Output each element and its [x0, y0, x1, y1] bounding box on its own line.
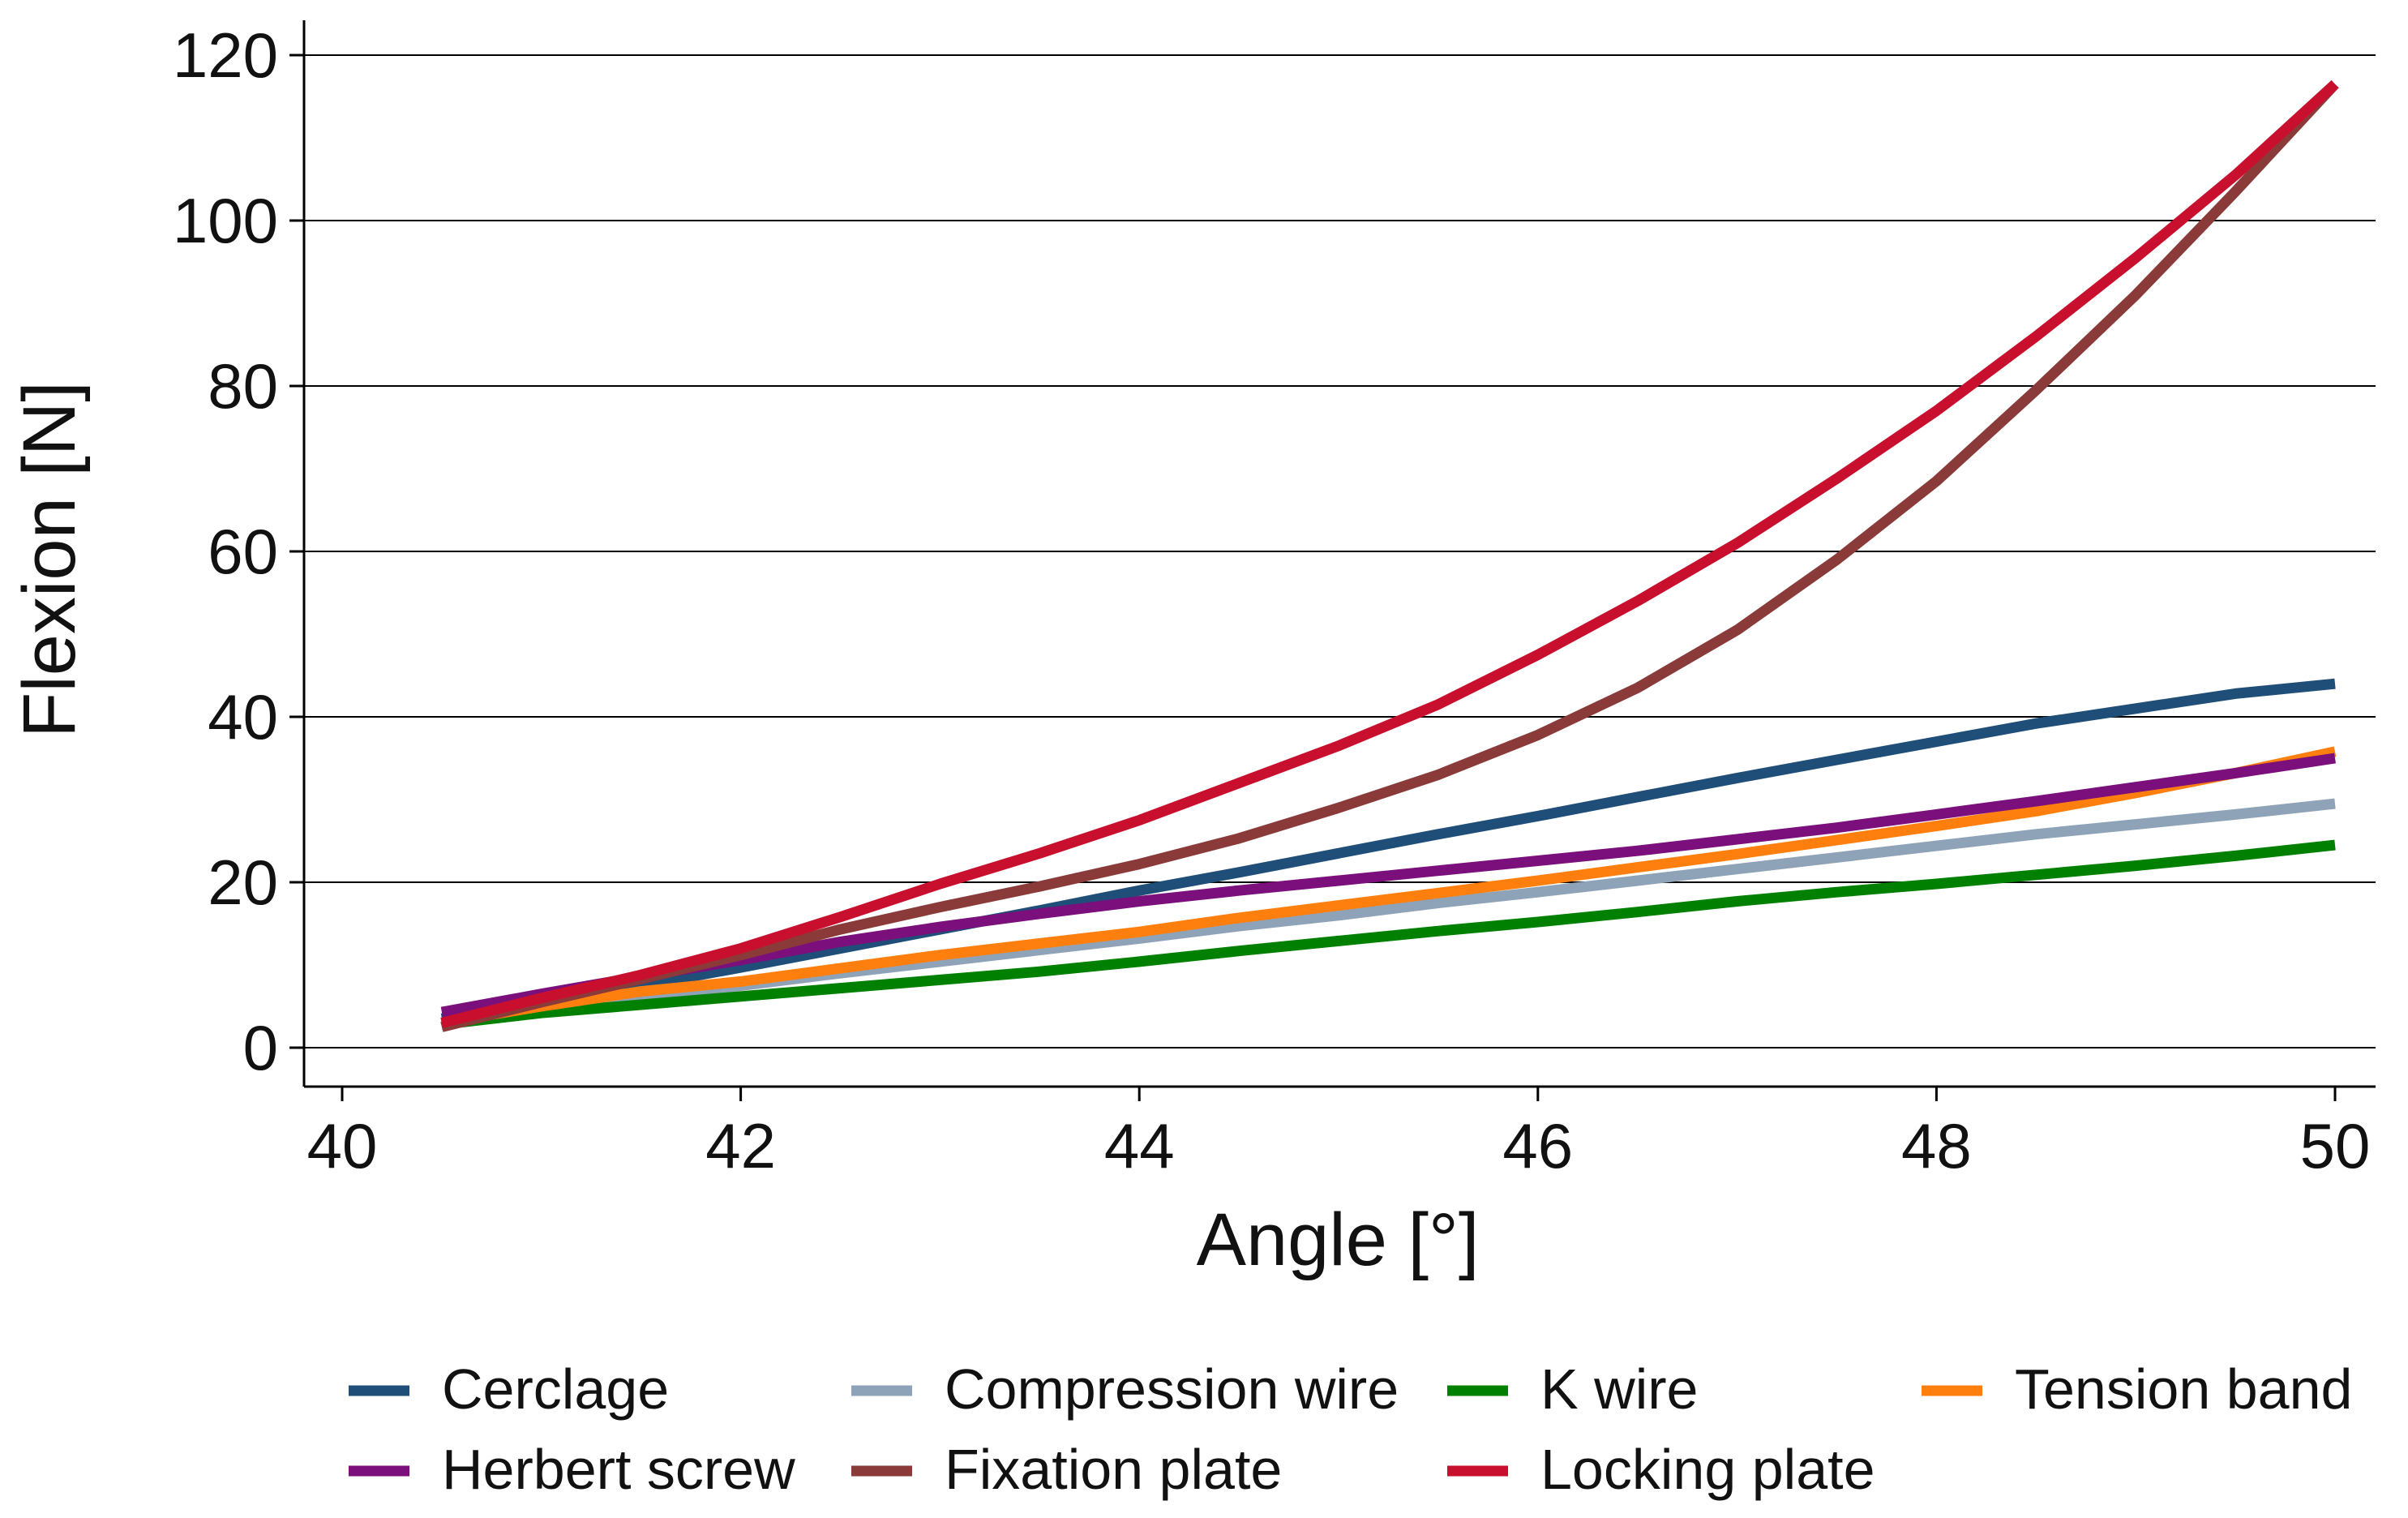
y-tick-label: 20 [208, 847, 278, 918]
series-lines [440, 79, 2339, 1032]
series-line-k-wire [441, 839, 2336, 1030]
series-line-cerclage [440, 678, 2336, 1024]
y-tick-label: 80 [208, 350, 278, 422]
legend-label: Compression wire [945, 1357, 1399, 1421]
y-axis-title: Flexion [N] [8, 381, 91, 738]
legend-label: Locking plate [1540, 1438, 1875, 1501]
series-line-locking-plate [440, 79, 2339, 1028]
legend-item-compression-wire: Compression wire [851, 1357, 1399, 1421]
series-line-fixation-plate [440, 80, 2339, 1032]
series-line-herbert-screw [440, 753, 2336, 1018]
legend-item-herbert-screw: Herbert screw [349, 1438, 795, 1501]
y-tick-label: 0 [243, 1012, 278, 1083]
x-axis-title: Angle [°] [1197, 1199, 1480, 1281]
x-tick-label: 50 [2300, 1110, 2371, 1181]
legend-item-cerclage: Cerclage [349, 1357, 669, 1421]
legend-item-fixation-plate: Fixation plate [851, 1438, 1282, 1501]
legend-label: Herbert screw [442, 1438, 795, 1501]
series-line-tension-band [440, 746, 2337, 1028]
x-tick-label: 46 [1502, 1110, 1573, 1181]
x-tick-label: 42 [705, 1110, 776, 1181]
legend-label: K wire [1540, 1357, 1698, 1421]
legend-label: Tension band [2015, 1357, 2352, 1421]
legend-label: Fixation plate [945, 1438, 1282, 1501]
y-tick-label: 60 [208, 516, 278, 587]
series-line-compression-wire [440, 798, 2336, 1030]
legend: Cerclage Compression wire K wire Tension ba… [349, 1357, 2352, 1501]
x-tick-label: 44 [1104, 1110, 1175, 1181]
legend-item-tension-band: Tension band [1922, 1357, 2352, 1421]
legend-label: Cerclage [442, 1357, 669, 1421]
y-tick-label: 120 [173, 19, 278, 91]
legend-item-locking-plate: Locking plate [1447, 1438, 1875, 1501]
x-tick-label: 48 [1901, 1110, 1972, 1181]
gridlines [304, 54, 2376, 1048]
y-tick-label: 40 [208, 681, 278, 753]
axes: 0 20 40 60 80 100 120 40 42 44 46 48 50 [173, 19, 2376, 1181]
x-tick-label: 40 [307, 1110, 378, 1181]
y-tick-label: 100 [173, 185, 278, 256]
legend-item-k-wire: K wire [1447, 1357, 1698, 1421]
